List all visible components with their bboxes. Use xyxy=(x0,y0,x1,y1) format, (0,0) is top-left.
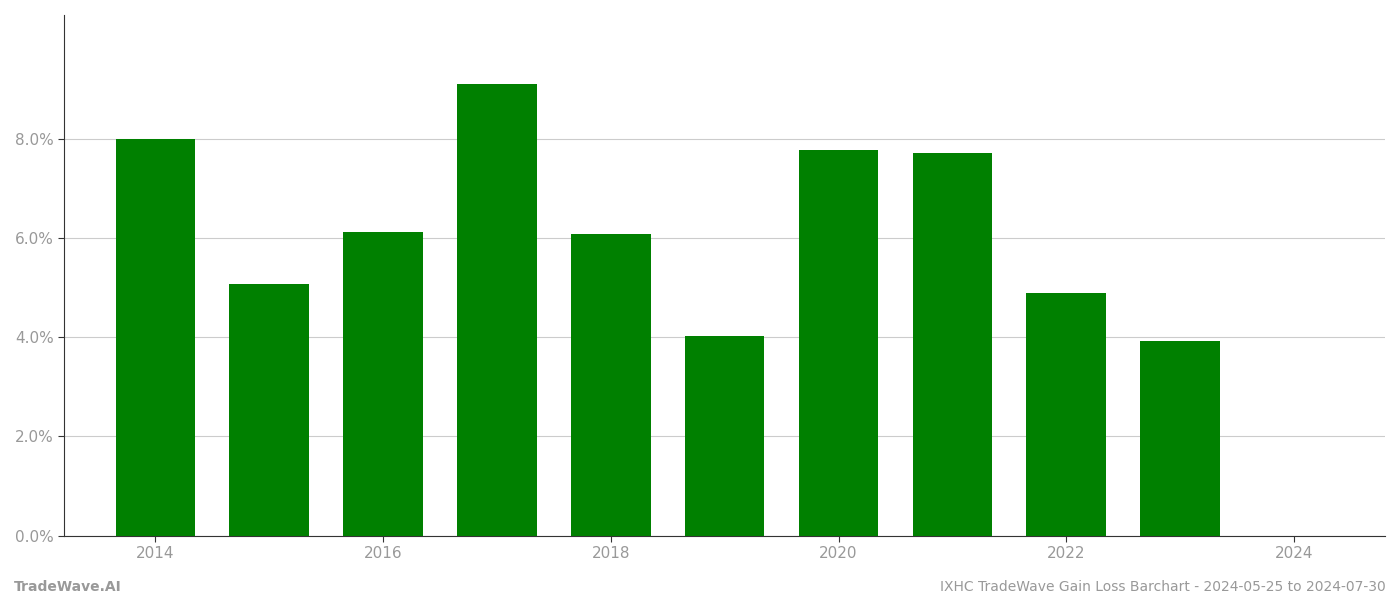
Bar xyxy=(571,234,651,536)
Bar xyxy=(343,232,423,536)
Text: TradeWave.AI: TradeWave.AI xyxy=(14,580,122,594)
Bar xyxy=(230,284,309,536)
Text: IXHC TradeWave Gain Loss Barchart - 2024-05-25 to 2024-07-30: IXHC TradeWave Gain Loss Barchart - 2024… xyxy=(941,580,1386,594)
Bar xyxy=(116,139,195,536)
Bar xyxy=(456,85,536,536)
Bar xyxy=(798,150,878,536)
Bar xyxy=(1140,341,1219,536)
Bar xyxy=(685,336,764,536)
Bar xyxy=(913,153,993,536)
Bar xyxy=(1026,293,1106,536)
